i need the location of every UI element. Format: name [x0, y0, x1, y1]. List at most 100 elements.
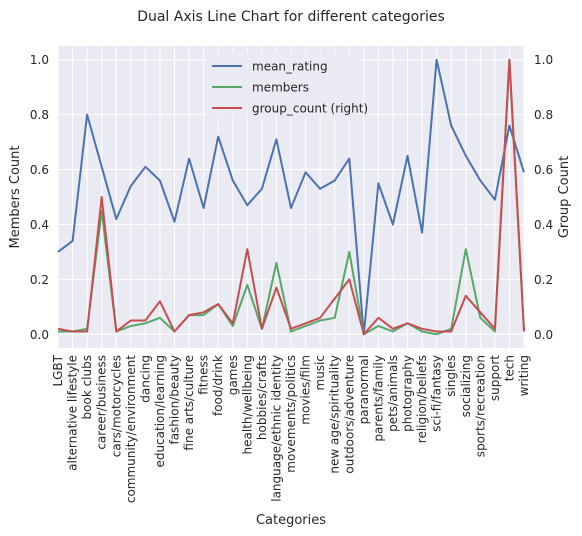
data-point: [406, 322, 409, 325]
legend-label: group_count (right): [252, 102, 368, 116]
data-point: [377, 182, 380, 185]
x-tick-label: LGBT: [51, 354, 65, 386]
data-point: [275, 138, 278, 141]
x-tick-label: support: [488, 355, 502, 401]
data-point: [231, 324, 234, 327]
y-tick-label-left: 1.0: [30, 53, 49, 67]
x-tick-label: outdoors/adventure: [342, 355, 356, 474]
data-point: [202, 311, 205, 314]
series-line: [57, 58, 525, 336]
data-point: [202, 206, 205, 209]
y-axis-label-right: Group Count: [557, 156, 572, 238]
data-point: [333, 179, 336, 182]
data-point: [187, 157, 190, 160]
chart-title: Dual Axis Line Chart for different categ…: [137, 9, 445, 25]
data-point: [464, 154, 467, 157]
data-point: [129, 184, 132, 187]
data-point: [144, 319, 147, 322]
y-tick-label-right: 0.0: [534, 328, 553, 342]
data-point: [129, 319, 132, 322]
data-point: [464, 248, 467, 251]
y-tick-label-right: 0.4: [534, 218, 553, 232]
x-tick-label: language/ethnic identity: [269, 355, 283, 502]
data-point: [144, 165, 147, 168]
legend-label: members: [252, 81, 309, 95]
data-point: [100, 195, 103, 198]
y-tick-label-left: 0.0: [30, 328, 49, 342]
data-point: [348, 278, 351, 281]
x-tick-label: photography: [401, 355, 415, 432]
data-point: [406, 154, 409, 157]
data-point: [260, 327, 263, 330]
data-point: [115, 330, 118, 333]
x-tick-label: socializing: [459, 355, 473, 417]
x-tick-label: music: [313, 355, 327, 390]
legend-label: mean_rating: [252, 60, 328, 74]
x-tick-label: fine arts/culture: [182, 355, 196, 451]
data-point: [493, 198, 496, 201]
data-point: [100, 165, 103, 168]
series-mean-rating: [56, 58, 525, 336]
data-point: [391, 327, 394, 330]
y-tick-label-left: 0.6: [30, 163, 49, 177]
data-point: [173, 330, 176, 333]
data-point: [420, 231, 423, 234]
x-axis-ticks: LGBT alternative lifestyle book clubs caree…: [51, 354, 531, 503]
data-point: [187, 313, 190, 316]
x-tick-label: new age/spirituality: [328, 355, 342, 474]
data-point: [319, 319, 322, 322]
x-tick-label: religion/beliefs: [415, 355, 429, 443]
y-tick-label-left: 0.4: [30, 218, 49, 232]
x-tick-label: pets/animals: [386, 355, 400, 432]
x-tick-label: singles: [444, 355, 458, 397]
data-point: [56, 250, 59, 253]
y-tick-label-left: 0.8: [30, 108, 49, 122]
series-group-count-right-: [56, 58, 525, 336]
x-tick-label: paranormal: [357, 355, 371, 424]
data-point: [362, 333, 365, 336]
data-point: [158, 179, 161, 182]
data-point: [275, 286, 278, 289]
data-point: [260, 187, 263, 190]
data-point: [493, 327, 496, 330]
data-point: [304, 322, 307, 325]
data-point: [231, 179, 234, 182]
x-tick-label: cars/motorcycles: [109, 355, 123, 457]
data-point: [508, 58, 511, 61]
data-point: [435, 330, 438, 333]
data-point: [435, 58, 438, 61]
x-tick-label: dancing: [138, 355, 152, 403]
data-point: [115, 217, 118, 220]
x-tick-label: movements/politics: [284, 355, 298, 473]
data-point: [304, 324, 307, 327]
y-axis-left-ticks: 0.0 0.2 0.4 0.6 0.8 1.0: [30, 53, 49, 342]
data-point: [71, 239, 74, 242]
x-tick-label: career/business: [95, 355, 109, 450]
x-tick-label: education/learning: [153, 355, 167, 468]
data-point: [479, 179, 482, 182]
data-point: [246, 283, 249, 286]
data-point: [173, 220, 176, 223]
x-tick-label: sci-fi/fantasy: [430, 355, 444, 432]
data-point: [333, 297, 336, 300]
data-point: [275, 261, 278, 264]
data-point: [289, 327, 292, 330]
x-tick-label: writing: [517, 355, 531, 396]
data-point: [217, 302, 220, 305]
data-point: [202, 313, 205, 316]
y-tick-label-right: 0.6: [534, 163, 553, 177]
data-point: [493, 330, 496, 333]
x-tick-label: book clubs: [80, 355, 94, 419]
x-axis-label: Categories: [256, 513, 326, 528]
data-point: [348, 157, 351, 160]
data-point: [56, 327, 59, 330]
x-tick-label: fitness: [197, 355, 211, 395]
data-point: [479, 316, 482, 319]
data-point: [86, 113, 89, 116]
data-point: [420, 327, 423, 330]
data-point: [450, 124, 453, 127]
data-point: [450, 330, 453, 333]
data-point: [522, 330, 525, 333]
data-point: [348, 250, 351, 253]
